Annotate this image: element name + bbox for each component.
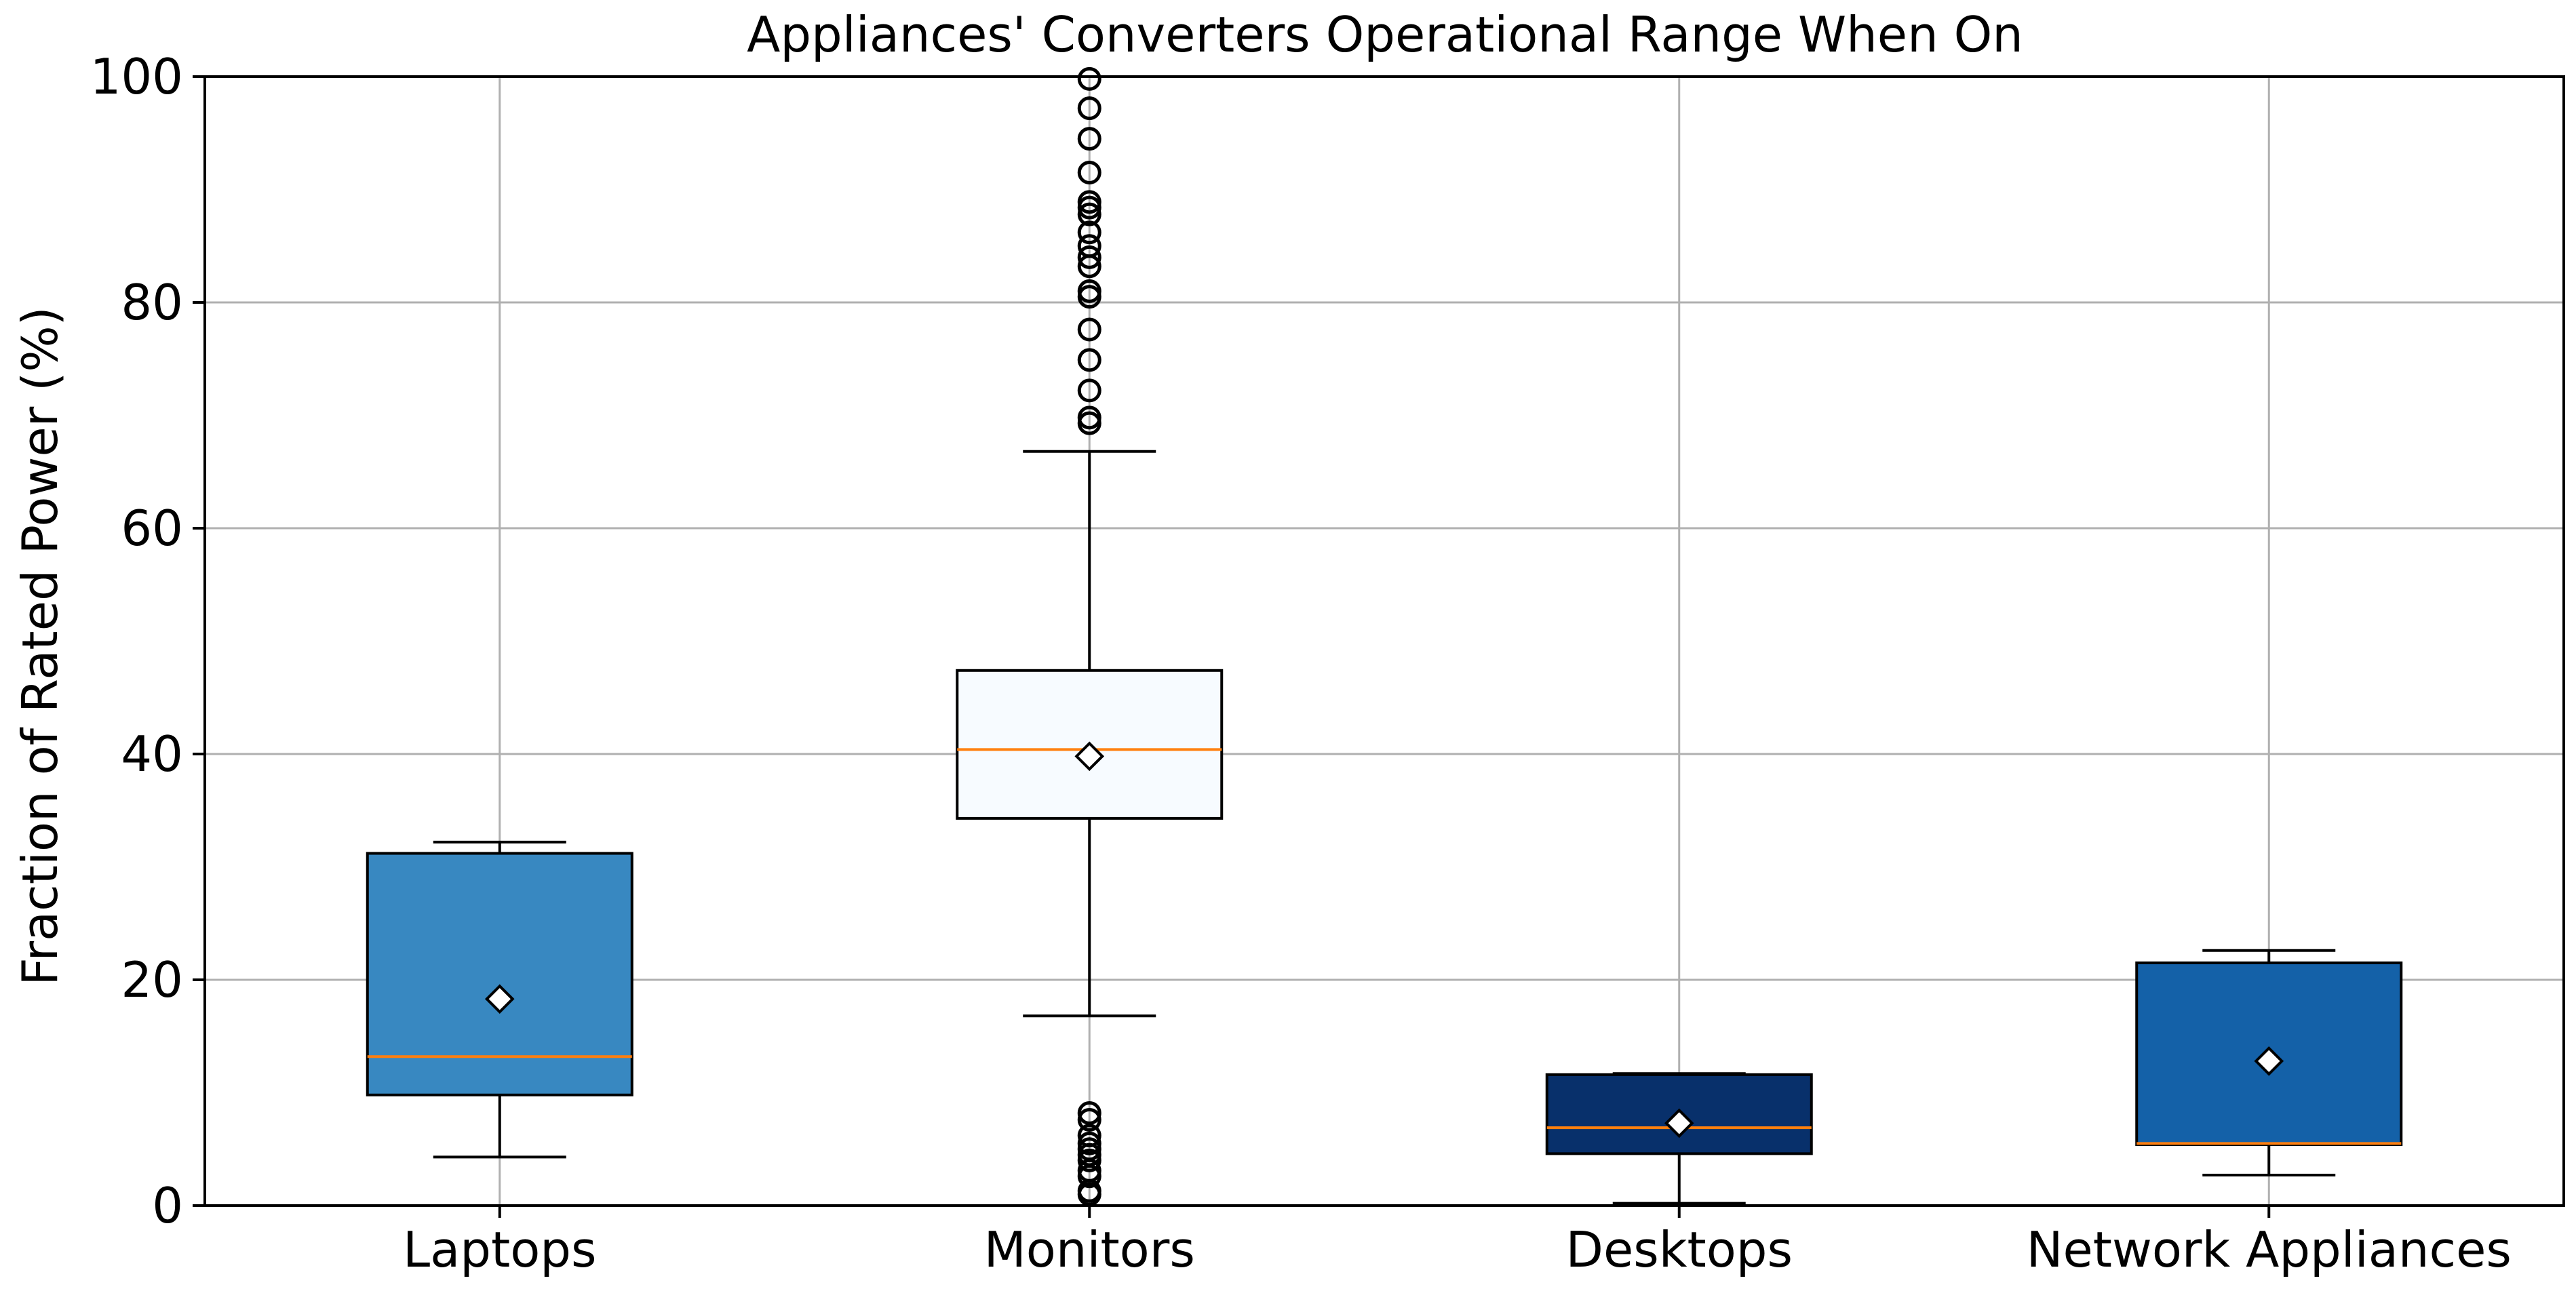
x-tick-label: Network Appliances (2027, 1221, 2512, 1278)
outlier-point (1077, 378, 1101, 403)
mean-marker (484, 984, 515, 1014)
outlier-point (1077, 317, 1101, 342)
box-iqr (366, 852, 633, 1096)
outlier-point (1077, 279, 1101, 303)
box-group (366, 840, 633, 1159)
y-tick-label: 80 (121, 274, 183, 331)
outlier-point (1077, 1100, 1101, 1125)
box-group (956, 66, 1224, 1206)
outlier-point (1077, 1131, 1101, 1155)
mean-marker (1664, 1108, 1694, 1138)
x-tick-label: Laptops (403, 1221, 596, 1278)
mean-marker (1074, 741, 1105, 772)
mean-marker (2254, 1046, 2284, 1076)
y-tick-label: 0 (152, 1177, 183, 1234)
outlier-point (1077, 245, 1101, 269)
outlier-point (1077, 1107, 1101, 1132)
box-layer (366, 66, 2403, 1206)
outlier-point (1077, 161, 1101, 185)
plot-frame (203, 75, 2565, 1207)
chart-title: Appliances' Converters Operational Range… (747, 6, 2023, 63)
y-tick-label: 100 (90, 48, 183, 105)
outlier-point (1077, 96, 1101, 121)
x-tick-label: Monitors (984, 1221, 1195, 1278)
y-tick-label: 20 (121, 951, 183, 1008)
outlier-point (1077, 202, 1101, 226)
outlier-point (1077, 127, 1101, 151)
outlier-point (1077, 234, 1101, 258)
outlier-point (1077, 348, 1101, 372)
axes-layer: 0 20 40 60 80 100 Laptops Monitors Desktops Netwo… (90, 48, 2565, 1278)
outlier-point (1077, 190, 1101, 214)
box-group (2135, 949, 2403, 1177)
outlier-point (1077, 1124, 1101, 1148)
y-tick-label: 40 (121, 726, 183, 782)
outlier-point (1077, 220, 1101, 245)
box-group (1545, 1072, 1813, 1205)
outlier-point (1077, 405, 1101, 430)
y-axis-label: Fraction of Rated Power (%) (12, 306, 69, 985)
x-tick-label: Desktops (1566, 1221, 1793, 1278)
outlier-point (1077, 66, 1101, 91)
y-tick-label: 60 (121, 500, 183, 557)
